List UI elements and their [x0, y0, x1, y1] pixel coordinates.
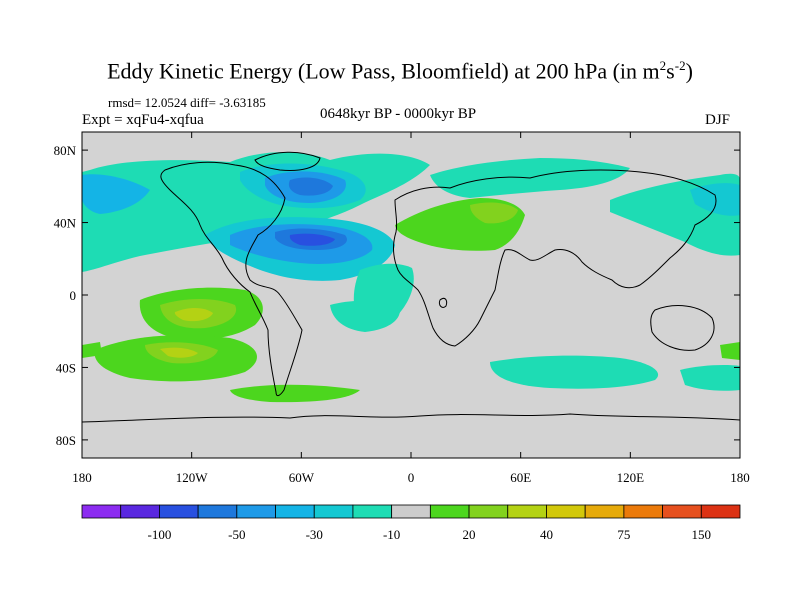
new-zealand-green-patch: [720, 342, 740, 360]
colorbar-label: 75: [617, 527, 630, 542]
colorbar-label: 40: [540, 527, 553, 542]
y-tick-label: 80N: [54, 143, 77, 158]
madagascar-coastline: [439, 297, 448, 308]
northwest-pacific-blue-patch: [690, 183, 740, 216]
mediterranean-lightgreen-patch: [470, 202, 518, 224]
south-atlantic-cyan-patch: [330, 300, 400, 332]
dateline-green-patch: [82, 342, 102, 358]
x-tick-label: 120E: [617, 470, 645, 485]
colorbar-swatch: [507, 504, 547, 519]
x-tick-label: 0: [408, 470, 415, 485]
colorbar-swatch: [391, 504, 431, 519]
colorbar-swatch: [662, 504, 702, 519]
colorbar-swatch: [236, 504, 276, 519]
colorbar-label: 20: [463, 527, 476, 542]
southern-ocean-green-patch: [230, 384, 360, 403]
y-tick-label: 0: [70, 288, 77, 303]
colorbar-swatch: [352, 504, 393, 519]
south-pacific-yellow-patch: [160, 347, 198, 358]
rmsd-label: rmsd= 12.0524 diff= -3.63185: [108, 95, 266, 110]
period-label: 0648kyr BP - 0000kyr BP: [320, 106, 477, 122]
contour-fill-layer: [82, 151, 740, 403]
colorbar-label: -30: [306, 527, 323, 542]
north-atlantic-core-patch: [289, 233, 335, 246]
season-label: DJF: [705, 112, 731, 128]
tropical-pacific-yellow-patch: [174, 307, 213, 322]
colorbar-swatch: [429, 504, 470, 519]
axis-ticks: 180 120W 60W 0 60E 120E 180 80N 40N 0 40S 80S: [54, 132, 750, 485]
colorbar-swatch: [623, 504, 663, 519]
experiment-label: Expt = xqFu4-xqfua: [82, 112, 204, 128]
x-tick-label: 180: [72, 470, 92, 485]
colorbar-swatch: [546, 504, 586, 519]
north-america-deepblue-patch: [288, 177, 333, 196]
chart-title: Eddy Kinetic Energy (Low Pass, Bloomfiel…: [107, 58, 693, 84]
x-tick-label: 60E: [510, 470, 531, 485]
y-tick-label: 40N: [54, 216, 77, 231]
colorbar-swatch: [197, 504, 238, 519]
colorbar-label: -10: [383, 527, 400, 542]
map-area: [82, 132, 740, 458]
colorbar-swatch: [700, 504, 741, 519]
coastline-layer: [82, 151, 740, 423]
y-tick-label: 80S: [56, 433, 76, 448]
southwest-pacific-cyan-patch: [680, 365, 740, 391]
colorbar-swatch: [159, 504, 199, 519]
americas-coastline: [160, 161, 303, 397]
south-indian-cyan-patch: [490, 355, 659, 389]
colorbar: -100 -50 -30 -10 20 40 75 150: [81, 504, 741, 542]
colorbar-label: -100: [147, 527, 171, 542]
colorbar-swatch: [120, 504, 160, 519]
x-tick-label: 120W: [176, 470, 209, 485]
x-tick-label: 180: [730, 470, 750, 485]
colorbar-swatch: [313, 504, 354, 519]
colorbar-swatch: [275, 504, 315, 519]
y-tick-label: 40S: [56, 360, 76, 375]
antarctica-coastline: [82, 413, 740, 423]
colorbar-label: 150: [692, 527, 712, 542]
colorbar-swatch: [584, 504, 625, 519]
north-pacific-blue-patch: [82, 174, 150, 214]
eurafrica-asia-coastline: [393, 169, 717, 347]
greenland-coastline: [254, 151, 321, 171]
colorbar-swatch: [81, 504, 122, 519]
australia-coastline: [650, 305, 715, 351]
x-tick-label: 60W: [289, 470, 315, 485]
colorbar-swatch: [468, 504, 509, 519]
colorbar-label: -50: [228, 527, 245, 542]
